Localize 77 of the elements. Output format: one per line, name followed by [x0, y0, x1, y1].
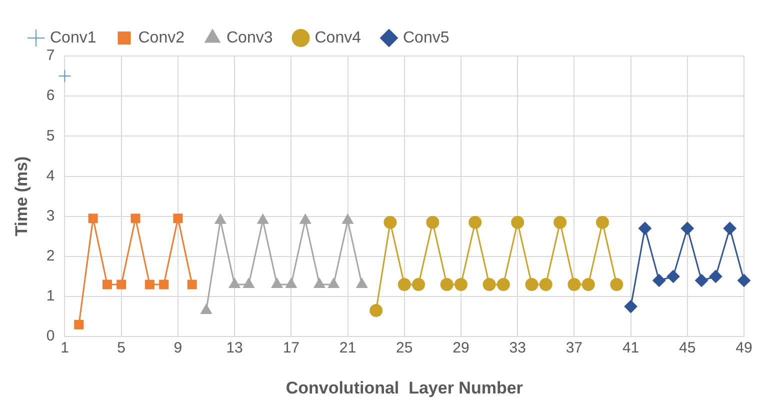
y-tick-label: 0 — [46, 328, 55, 345]
point — [144, 280, 154, 290]
x-tick-label: 45 — [679, 340, 696, 357]
point — [482, 278, 496, 291]
point — [173, 214, 183, 224]
point — [88, 214, 98, 224]
point — [214, 214, 226, 224]
x-tick-label: 29 — [452, 340, 470, 357]
x-tick-label: 49 — [736, 340, 752, 357]
point — [370, 304, 383, 318]
legend-label: Conv1 — [50, 29, 96, 46]
point — [58, 70, 72, 83]
point — [454, 278, 468, 291]
point — [187, 280, 197, 290]
legend-label: Conv4 — [314, 29, 362, 46]
x-tick-label: 41 — [622, 340, 640, 357]
point — [271, 278, 283, 288]
point — [554, 216, 567, 229]
point — [624, 300, 638, 314]
point — [342, 214, 354, 224]
x-axis-title: Convolutional Layer Number — [286, 378, 524, 398]
point — [596, 216, 609, 229]
x-tick-label: 21 — [339, 340, 356, 357]
x-tick-label: 13 — [226, 340, 243, 357]
point — [200, 304, 212, 314]
point — [440, 278, 454, 291]
point — [285, 278, 297, 288]
point — [468, 216, 482, 229]
x-tick-label: 37 — [566, 340, 583, 357]
y-tick-label: 4 — [46, 167, 55, 184]
y-tick-label: 7 — [46, 47, 55, 64]
point — [130, 214, 140, 224]
y-tick-label: 1 — [46, 288, 55, 305]
point — [356, 278, 368, 288]
point — [384, 216, 397, 229]
point — [300, 214, 312, 224]
y-axis-title: Time (ms) — [12, 156, 31, 236]
legend-label: Conv2 — [138, 29, 185, 46]
point — [328, 278, 340, 288]
point — [652, 274, 666, 287]
legend-label: Conv3 — [226, 29, 273, 46]
point — [257, 214, 269, 224]
legend-label: Conv5 — [403, 29, 450, 46]
x-tick-label: 17 — [282, 340, 300, 357]
point — [680, 222, 694, 235]
point — [582, 278, 595, 291]
point — [709, 270, 722, 283]
x-tick-label: 5 — [117, 340, 126, 357]
point — [610, 278, 624, 291]
point — [496, 278, 510, 291]
x-tick-label: 1 — [60, 340, 69, 357]
x-tick-label: 33 — [509, 340, 526, 357]
point — [228, 278, 240, 288]
x-tick-label: 9 — [174, 340, 182, 357]
point — [102, 280, 112, 290]
x-tick-label: 25 — [396, 340, 413, 357]
point — [116, 280, 126, 290]
y-tick-label: 6 — [46, 87, 55, 104]
point — [738, 274, 750, 287]
point — [314, 278, 326, 288]
y-tick-label: 3 — [46, 207, 55, 224]
point — [511, 216, 524, 229]
point — [539, 278, 552, 291]
point — [666, 270, 680, 283]
point — [426, 216, 440, 229]
y-tick-label: 2 — [46, 248, 55, 265]
point — [398, 278, 411, 291]
point — [159, 280, 169, 290]
y-tick-label: 5 — [46, 127, 55, 144]
point — [723, 222, 736, 235]
point — [525, 278, 538, 291]
point — [638, 222, 652, 235]
point — [568, 278, 581, 291]
point — [243, 278, 254, 288]
point — [74, 320, 84, 330]
point — [695, 274, 708, 287]
point — [412, 278, 426, 291]
